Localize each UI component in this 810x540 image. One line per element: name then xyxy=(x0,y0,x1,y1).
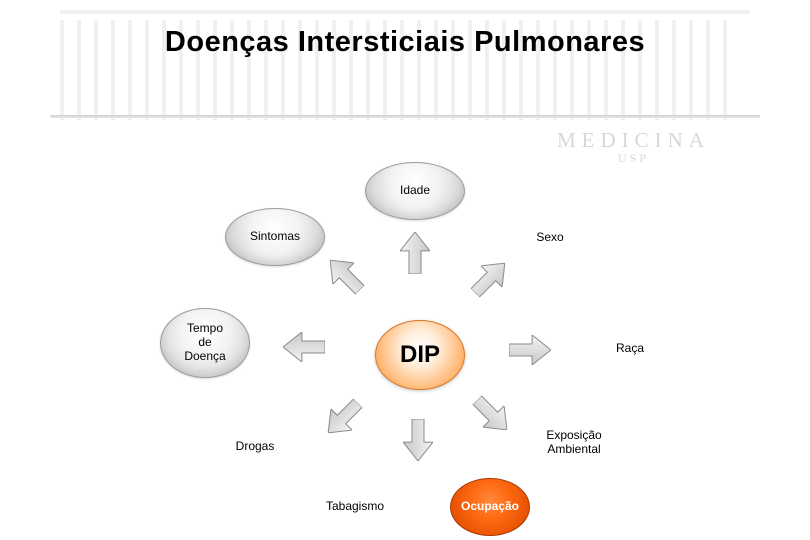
arrow xyxy=(320,250,371,301)
node-label: Idade xyxy=(396,184,434,198)
center-node-dip: DIP xyxy=(375,320,465,390)
arrow xyxy=(283,332,325,362)
node-tabagismo: Tabagismo xyxy=(305,478,405,536)
node-label: Raça xyxy=(612,342,648,356)
arrow xyxy=(400,232,430,274)
node-exposicao: ExposiçãoAmbiental xyxy=(520,408,628,478)
arrow xyxy=(403,419,433,461)
node-label: TempodeDoença xyxy=(180,322,229,363)
hub-spoke-diagram: DIP Idade Sintomas Sexo TempodeDoença Raça Dro… xyxy=(0,0,810,540)
node-label: Drogas xyxy=(232,440,279,454)
node-label: Tabagismo xyxy=(322,500,388,514)
slide: Doenças Intersticiais Pulmonares MEDICIN… xyxy=(0,0,810,540)
arrow xyxy=(509,335,551,365)
node-label: Ocupação xyxy=(457,500,523,514)
node-tempo: TempodeDoença xyxy=(160,308,250,378)
node-idade: Idade xyxy=(365,162,465,220)
node-sexo: Sexo xyxy=(500,208,600,268)
arrow xyxy=(465,253,516,304)
node-label: ExposiçãoAmbiental xyxy=(542,429,605,457)
arrow xyxy=(318,393,369,444)
arrow xyxy=(467,390,518,441)
node-sintomas: Sintomas xyxy=(225,208,325,266)
node-drogas: Drogas xyxy=(205,418,305,476)
node-raca: Raça xyxy=(580,320,680,378)
center-node-label: DIP xyxy=(396,341,444,369)
node-ocupacao: Ocupação xyxy=(450,478,530,536)
node-label: Sintomas xyxy=(246,230,304,244)
node-label: Sexo xyxy=(532,231,567,245)
